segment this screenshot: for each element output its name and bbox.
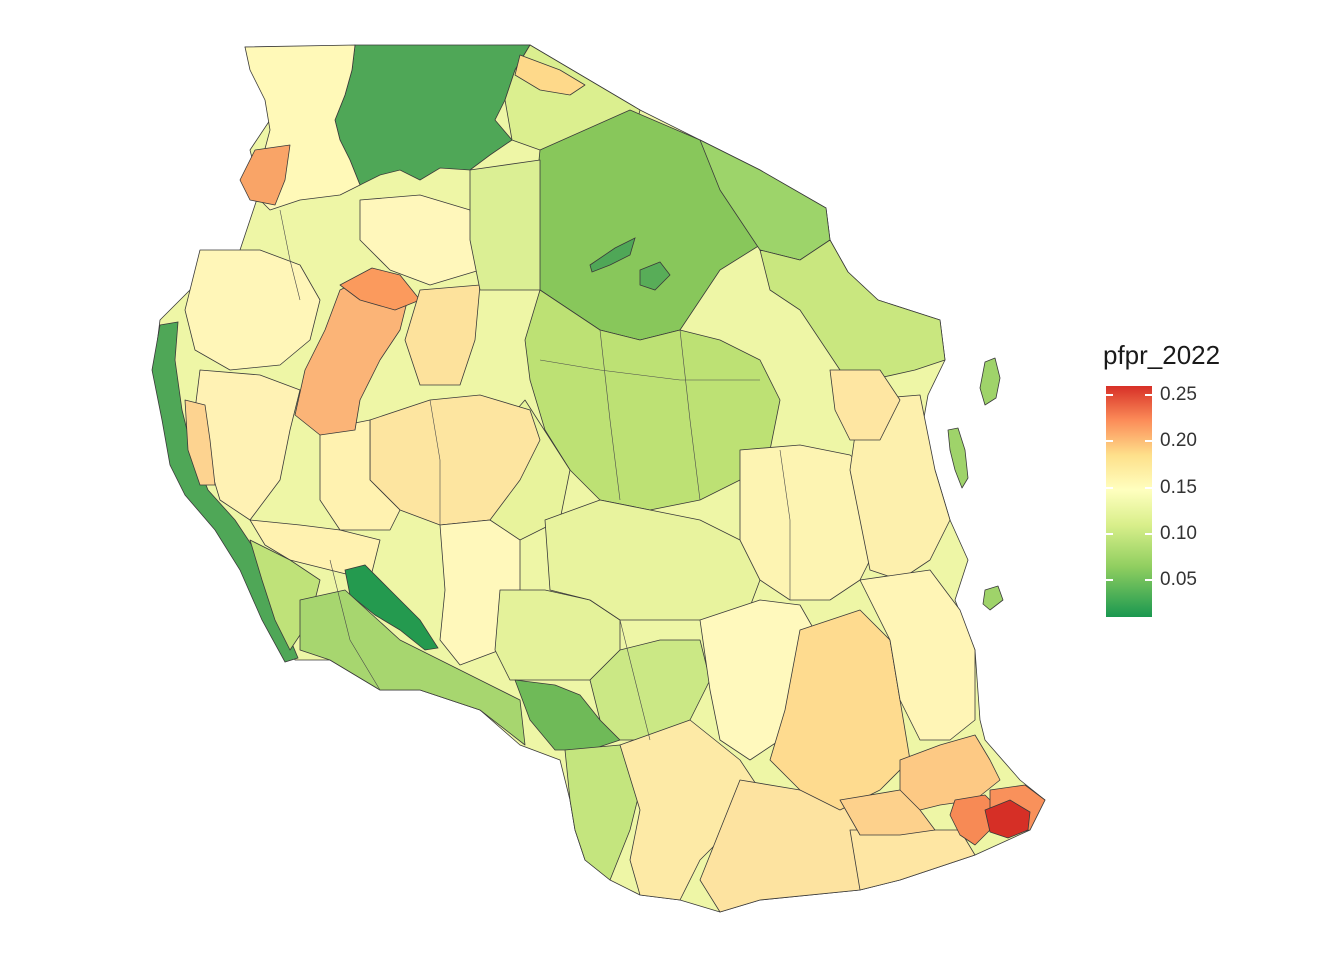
legend-tick-label: 0.20 bbox=[1160, 430, 1197, 452]
boundary-line bbox=[429, 399, 441, 525]
boundary-line bbox=[329, 559, 381, 691]
boundary-line bbox=[619, 619, 651, 741]
region-mwanza-south bbox=[359, 194, 481, 286]
region-simiyu bbox=[469, 159, 541, 291]
region-tarime bbox=[514, 54, 586, 96]
legend-colorbar bbox=[1106, 386, 1152, 617]
legend-tick-label: 0.25 bbox=[1160, 384, 1197, 406]
legend: pfpr_2022 0.25 0.20 0.15 0.10 0.05 bbox=[1100, 340, 1300, 640]
lake-eyasi bbox=[639, 261, 671, 291]
region-njombe bbox=[589, 639, 711, 741]
region-uvinza-edge bbox=[184, 399, 216, 486]
boundary-line bbox=[279, 209, 301, 301]
region-kigoma bbox=[184, 249, 321, 371]
boundary-line bbox=[599, 329, 621, 501]
region-ngara bbox=[239, 144, 291, 206]
region-mtwara-hotspot bbox=[984, 799, 1031, 839]
region-rukwa-south bbox=[299, 589, 526, 746]
region-songea bbox=[619, 719, 761, 901]
legend-tick-label: 0.15 bbox=[1160, 476, 1197, 498]
lake-manyara bbox=[589, 237, 636, 273]
region-kibaha bbox=[829, 369, 901, 441]
region-tanga bbox=[759, 239, 946, 381]
region-urambo bbox=[319, 419, 401, 531]
region-tunduru bbox=[849, 829, 976, 891]
boundary-line bbox=[539, 359, 760, 381]
region-masasi bbox=[949, 794, 1001, 846]
lake-rukwa bbox=[344, 564, 439, 651]
boundary-line bbox=[679, 329, 701, 501]
legend-title: pfpr_2022 bbox=[1103, 340, 1221, 370]
island-mafia bbox=[982, 585, 1004, 611]
island-pemba bbox=[979, 357, 1001, 406]
district-boundaries bbox=[279, 209, 791, 741]
legend-tick-label: 0.10 bbox=[1160, 522, 1197, 544]
legend-tick-label: 0.05 bbox=[1160, 569, 1197, 591]
island-unguja bbox=[947, 427, 969, 489]
boundary-line bbox=[779, 449, 791, 600]
region-pwani bbox=[849, 394, 951, 581]
region-lindi-south bbox=[839, 789, 936, 836]
region-ulanga bbox=[769, 609, 911, 811]
region-rufiji bbox=[859, 569, 976, 741]
